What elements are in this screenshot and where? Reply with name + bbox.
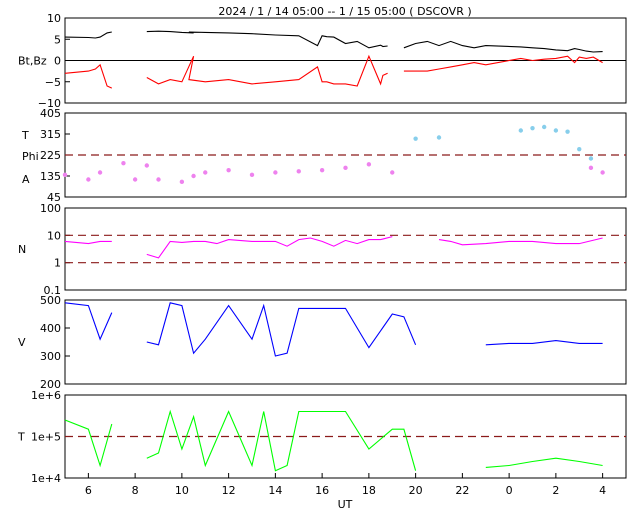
y-tick-label-v: 400 xyxy=(40,322,61,335)
x-axis-label: UT xyxy=(338,498,353,511)
point-phi xyxy=(179,179,185,185)
y-axis-label-v: V xyxy=(18,336,26,349)
point-phi xyxy=(62,172,68,178)
panel-n: 100 10 1 0.1 N xyxy=(18,202,627,297)
point-phi xyxy=(156,177,161,182)
x-tick-label: 18 xyxy=(362,484,376,497)
y-tick-label-bt-bz: −5 xyxy=(45,76,61,89)
y-axis-label-n: N xyxy=(18,243,26,256)
point-phi xyxy=(132,177,138,182)
point-t xyxy=(588,156,594,161)
y-tick-label-n: 10 xyxy=(47,229,61,242)
y-tick-label-t: 1e+4 xyxy=(31,472,61,485)
y-axis-label-tpa: A xyxy=(22,173,30,186)
series-line-bz-bt-bz xyxy=(64,54,603,89)
point-phi xyxy=(600,170,605,175)
point-t xyxy=(541,124,547,130)
x-tick-label: 2 xyxy=(552,484,559,497)
point-phi xyxy=(366,162,372,167)
point-phi xyxy=(249,172,255,178)
x-tick-label: 12 xyxy=(222,484,236,497)
y-tick-label-bt-bz: 10 xyxy=(47,12,61,25)
panel-t: 1e+6 1e+5 1e+4 T xyxy=(17,389,627,485)
y-axis-label-t: T xyxy=(17,431,25,444)
panel-bt-bz: 10 5 0 −5 −10 Bt,Bz xyxy=(18,12,627,110)
point-phi xyxy=(588,165,594,171)
y-tick-label-tpa: 45 xyxy=(47,191,61,204)
point-phi xyxy=(319,167,325,173)
point-phi xyxy=(390,170,395,175)
series-line-t-t xyxy=(64,409,603,472)
point-phi xyxy=(226,167,231,173)
y-tick-label-v: 500 xyxy=(40,294,61,307)
y-axis-label-tpa: T xyxy=(21,129,29,142)
y-tick-label-t: 1e+6 xyxy=(31,389,61,402)
panel-v-frame xyxy=(64,299,627,385)
y-tick-label-v: 300 xyxy=(40,350,61,363)
panel-n-frame xyxy=(64,207,627,291)
x-tick-label: 0 xyxy=(506,484,513,497)
point-phi xyxy=(86,177,91,182)
point-phi xyxy=(121,160,126,166)
point-phi xyxy=(296,169,301,174)
x-tick-label: 10 xyxy=(175,484,189,497)
y-tick-label-v: 200 xyxy=(40,378,61,391)
series-line-v-v xyxy=(64,302,603,357)
point-phi xyxy=(203,170,208,175)
y-axis-label-tpa: Phi xyxy=(22,150,39,163)
point-phi xyxy=(273,170,278,175)
x-tick-label: 20 xyxy=(409,484,423,497)
x-tick-label: 6 xyxy=(85,484,92,497)
y-tick-label-bt-bz: 5 xyxy=(54,33,61,46)
y-tick-label-n: 100 xyxy=(40,202,61,215)
point-t xyxy=(530,125,535,131)
chart-title: 2024 / 1 / 14 05:00 -- 1 / 15 05:00 ( DS… xyxy=(218,5,471,18)
point-t xyxy=(518,128,524,133)
x-tick-label: 8 xyxy=(132,484,139,497)
series-line-n-n xyxy=(64,236,603,259)
point-phi xyxy=(343,165,348,171)
point-t xyxy=(565,129,570,134)
point-phi xyxy=(191,173,196,179)
x-tick-label: 22 xyxy=(455,484,469,497)
y-tick-label-t: 1e+5 xyxy=(31,431,61,444)
y-tick-label-n: 0.1 xyxy=(44,284,62,297)
y-tick-label-tpa: 405 xyxy=(40,107,61,120)
panel-tpa: 405 315 225 135 45 T Phi A xyxy=(21,107,627,204)
point-t xyxy=(413,136,418,141)
series-line-bt-bt-bz xyxy=(64,30,603,53)
y-tick-label-tpa: 135 xyxy=(40,170,61,183)
point-t xyxy=(577,146,582,152)
point-t xyxy=(553,128,559,133)
y-tick-label-bt-bz: 0 xyxy=(54,55,61,68)
y-tick-label-tpa: 315 xyxy=(40,128,61,141)
y-tick-label-n: 1 xyxy=(54,257,61,270)
x-tick-label: 14 xyxy=(268,484,282,497)
y-tick-label-bt-bz: −10 xyxy=(38,97,61,110)
panel-v: 500 400 300 200 V xyxy=(18,294,627,391)
chart-panels: 1050−5−10Bt,Bz40531522513545TPhiA1001010… xyxy=(17,12,627,497)
y-axis-label-bt-bz: Bt,Bz xyxy=(18,55,47,68)
x-tick-label: 4 xyxy=(599,484,606,497)
point-phi xyxy=(144,163,150,168)
point-phi xyxy=(97,170,103,175)
x-tick-label: 16 xyxy=(315,484,329,497)
y-tick-label-tpa: 225 xyxy=(40,149,61,162)
point-t xyxy=(436,135,442,140)
